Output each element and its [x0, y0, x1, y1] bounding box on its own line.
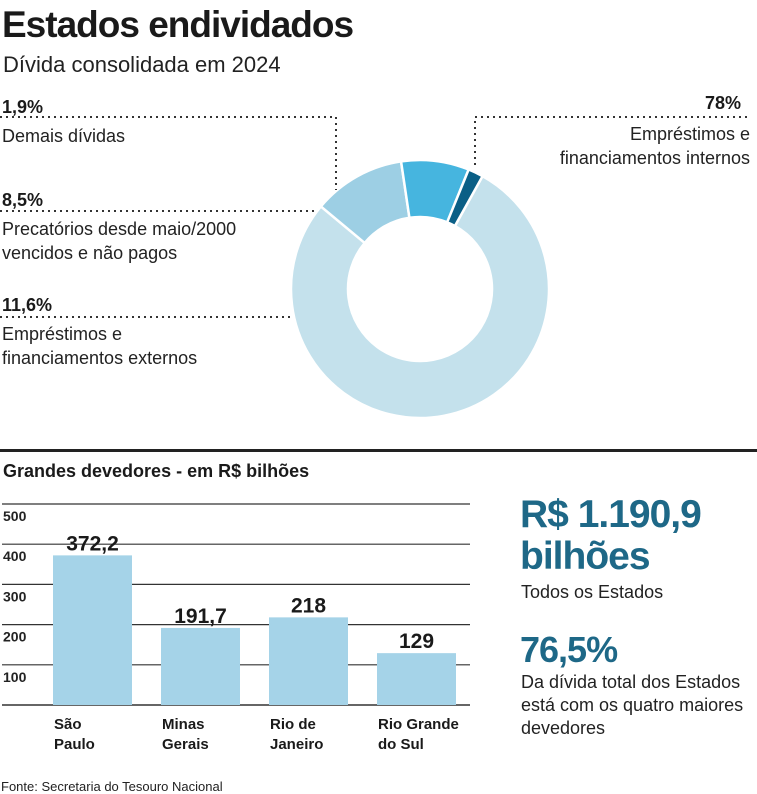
slice-label-precatorios: Precatórios desde maio/2000 vencidos e n… [2, 217, 236, 265]
donut-chart [0, 116, 750, 420]
y-tick-200: 200 [3, 629, 27, 645]
slice-label-precatorios-line-1: Precatórios desde maio/2000 [2, 219, 237, 239]
slice-pct-precatorios: 8,5% [2, 190, 44, 210]
slice-label-demais: Demais dívidas [2, 124, 125, 148]
y-tick-500: 500 [3, 508, 27, 524]
chart-subtitle: Dívida consolidada em 2024 [3, 52, 281, 77]
leader-line-internos [474, 116, 750, 165]
source-note: Fonte: Secretaria do Tesouro Nacional [1, 779, 223, 794]
bar-chart-title: Grandes devedores - em R$ bilhões [3, 461, 310, 481]
bar-3 [269, 617, 348, 705]
chart-title: Estados endividados [2, 4, 354, 45]
leader-line-demais [0, 116, 337, 190]
slice-label-internos: Empréstimos e financiamentos internos [560, 122, 750, 170]
leader-lines [0, 116, 750, 318]
slice-pct-demais: 1,9% [2, 97, 44, 117]
section-divider [0, 449, 757, 452]
bar-value-label-4: 129 [399, 630, 434, 653]
bar-value-label-2: 191,7 [174, 605, 227, 628]
y-tick-300: 300 [3, 588, 27, 604]
slice-label-externos: Empréstimos e financiamentos externos [2, 322, 197, 370]
slice-label-externos-line-2: financiamentos externos [2, 348, 198, 368]
total-debt-label: Todos os Estados [521, 582, 664, 602]
top-four-share-label: Da dívida total dos Estados está com os … [521, 672, 744, 738]
category-label-1: São Paulo [54, 716, 95, 753]
donut-slice-demais [445, 167, 485, 228]
slice-label-internos-line-2: financiamentos internos [559, 148, 750, 168]
slice-label-internos-line-1: Empréstimos e [629, 124, 750, 144]
top-four-share-value: 76,5% [520, 629, 618, 670]
bar-chart: 100 200 300 400 500 372,2 191,7 218 129 São Paul… [2, 503, 470, 753]
slice-label-externos-line-1: Empréstimos e [2, 324, 123, 344]
y-tick-400: 400 [3, 548, 27, 564]
total-debt-value: R$ 1.190,9 bilhões [520, 493, 702, 578]
y-tick-100: 100 [3, 669, 27, 685]
bar-value-label-1: 372,2 [66, 532, 119, 555]
bar-1 [53, 555, 132, 705]
bar-value-label-3: 218 [291, 594, 326, 617]
category-label-2: Minas Gerais [162, 716, 209, 753]
category-label-3: Rio de Janeiro [270, 716, 323, 753]
category-label-4: Rio Grande do Sul [378, 716, 459, 753]
bar-4 [377, 653, 456, 705]
slice-label-demais-line-1: Demais dívidas [2, 126, 126, 146]
slice-label-precatorios-line-2: vencidos e não pagos [2, 243, 178, 263]
bar-2 [161, 627, 240, 705]
slice-pct-externos: 11,6% [2, 295, 53, 315]
slice-pct-internos: 78% [705, 93, 742, 113]
